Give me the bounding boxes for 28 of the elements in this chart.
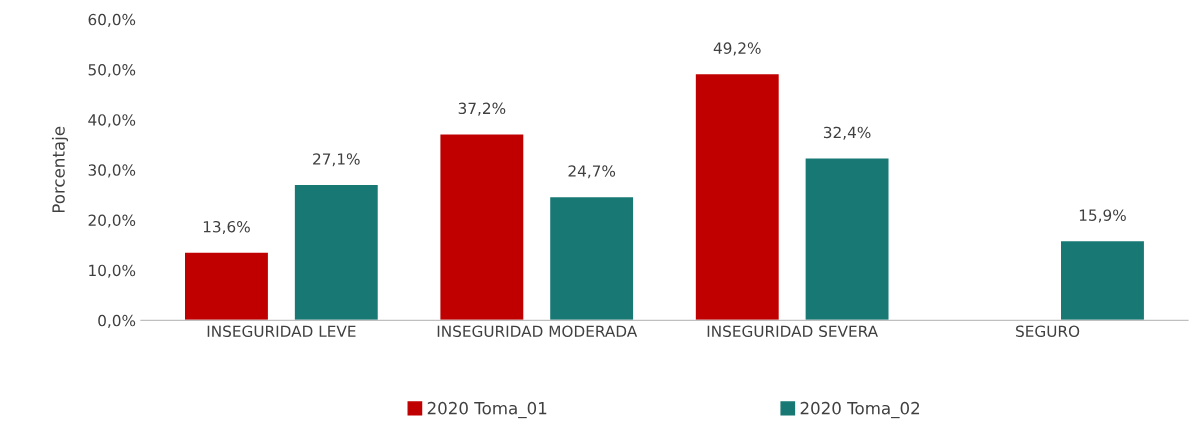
- y-tick-label: 0,0%: [98, 314, 136, 328]
- bar: [548, 195, 635, 321]
- bar: [1059, 239, 1146, 321]
- bar: [293, 183, 380, 321]
- data-label: 32,4%: [823, 126, 871, 140]
- y-tick-label: 30,0%: [88, 164, 136, 178]
- bar: [439, 133, 525, 321]
- x-tick-label: SEGURO: [1016, 325, 1080, 338]
- data-label: 49,2%: [713, 42, 761, 56]
- y-tick-label: 40,0%: [88, 114, 136, 128]
- legend-label: 2020 Toma_02: [800, 401, 920, 419]
- y-tick-label: 20,0%: [88, 214, 136, 228]
- data-label: 27,1%: [313, 153, 360, 167]
- bar: [694, 72, 781, 321]
- y-axis-title: Porcentaje: [51, 126, 69, 213]
- bar: [804, 157, 890, 321]
- x-tick-label: INSEGURIDAD LEVE: [207, 325, 356, 338]
- x-tick-label: INSEGURIDAD SEVERA: [707, 325, 878, 338]
- data-label: 24,7%: [568, 165, 616, 179]
- y-tick-label: 10,0%: [89, 264, 136, 278]
- x-tick-label: INSEGURIDAD MODERADA: [437, 325, 638, 338]
- data-label: 37,2%: [458, 102, 506, 116]
- y-tick-label: 60,0%: [88, 13, 136, 27]
- data-label: 13,6%: [203, 220, 250, 235]
- data-label: 15,9%: [1079, 209, 1126, 223]
- legend-label: 2020 Toma_01: [427, 401, 547, 419]
- y-tick-label: 50,0%: [88, 63, 136, 78]
- bar: [183, 251, 270, 321]
